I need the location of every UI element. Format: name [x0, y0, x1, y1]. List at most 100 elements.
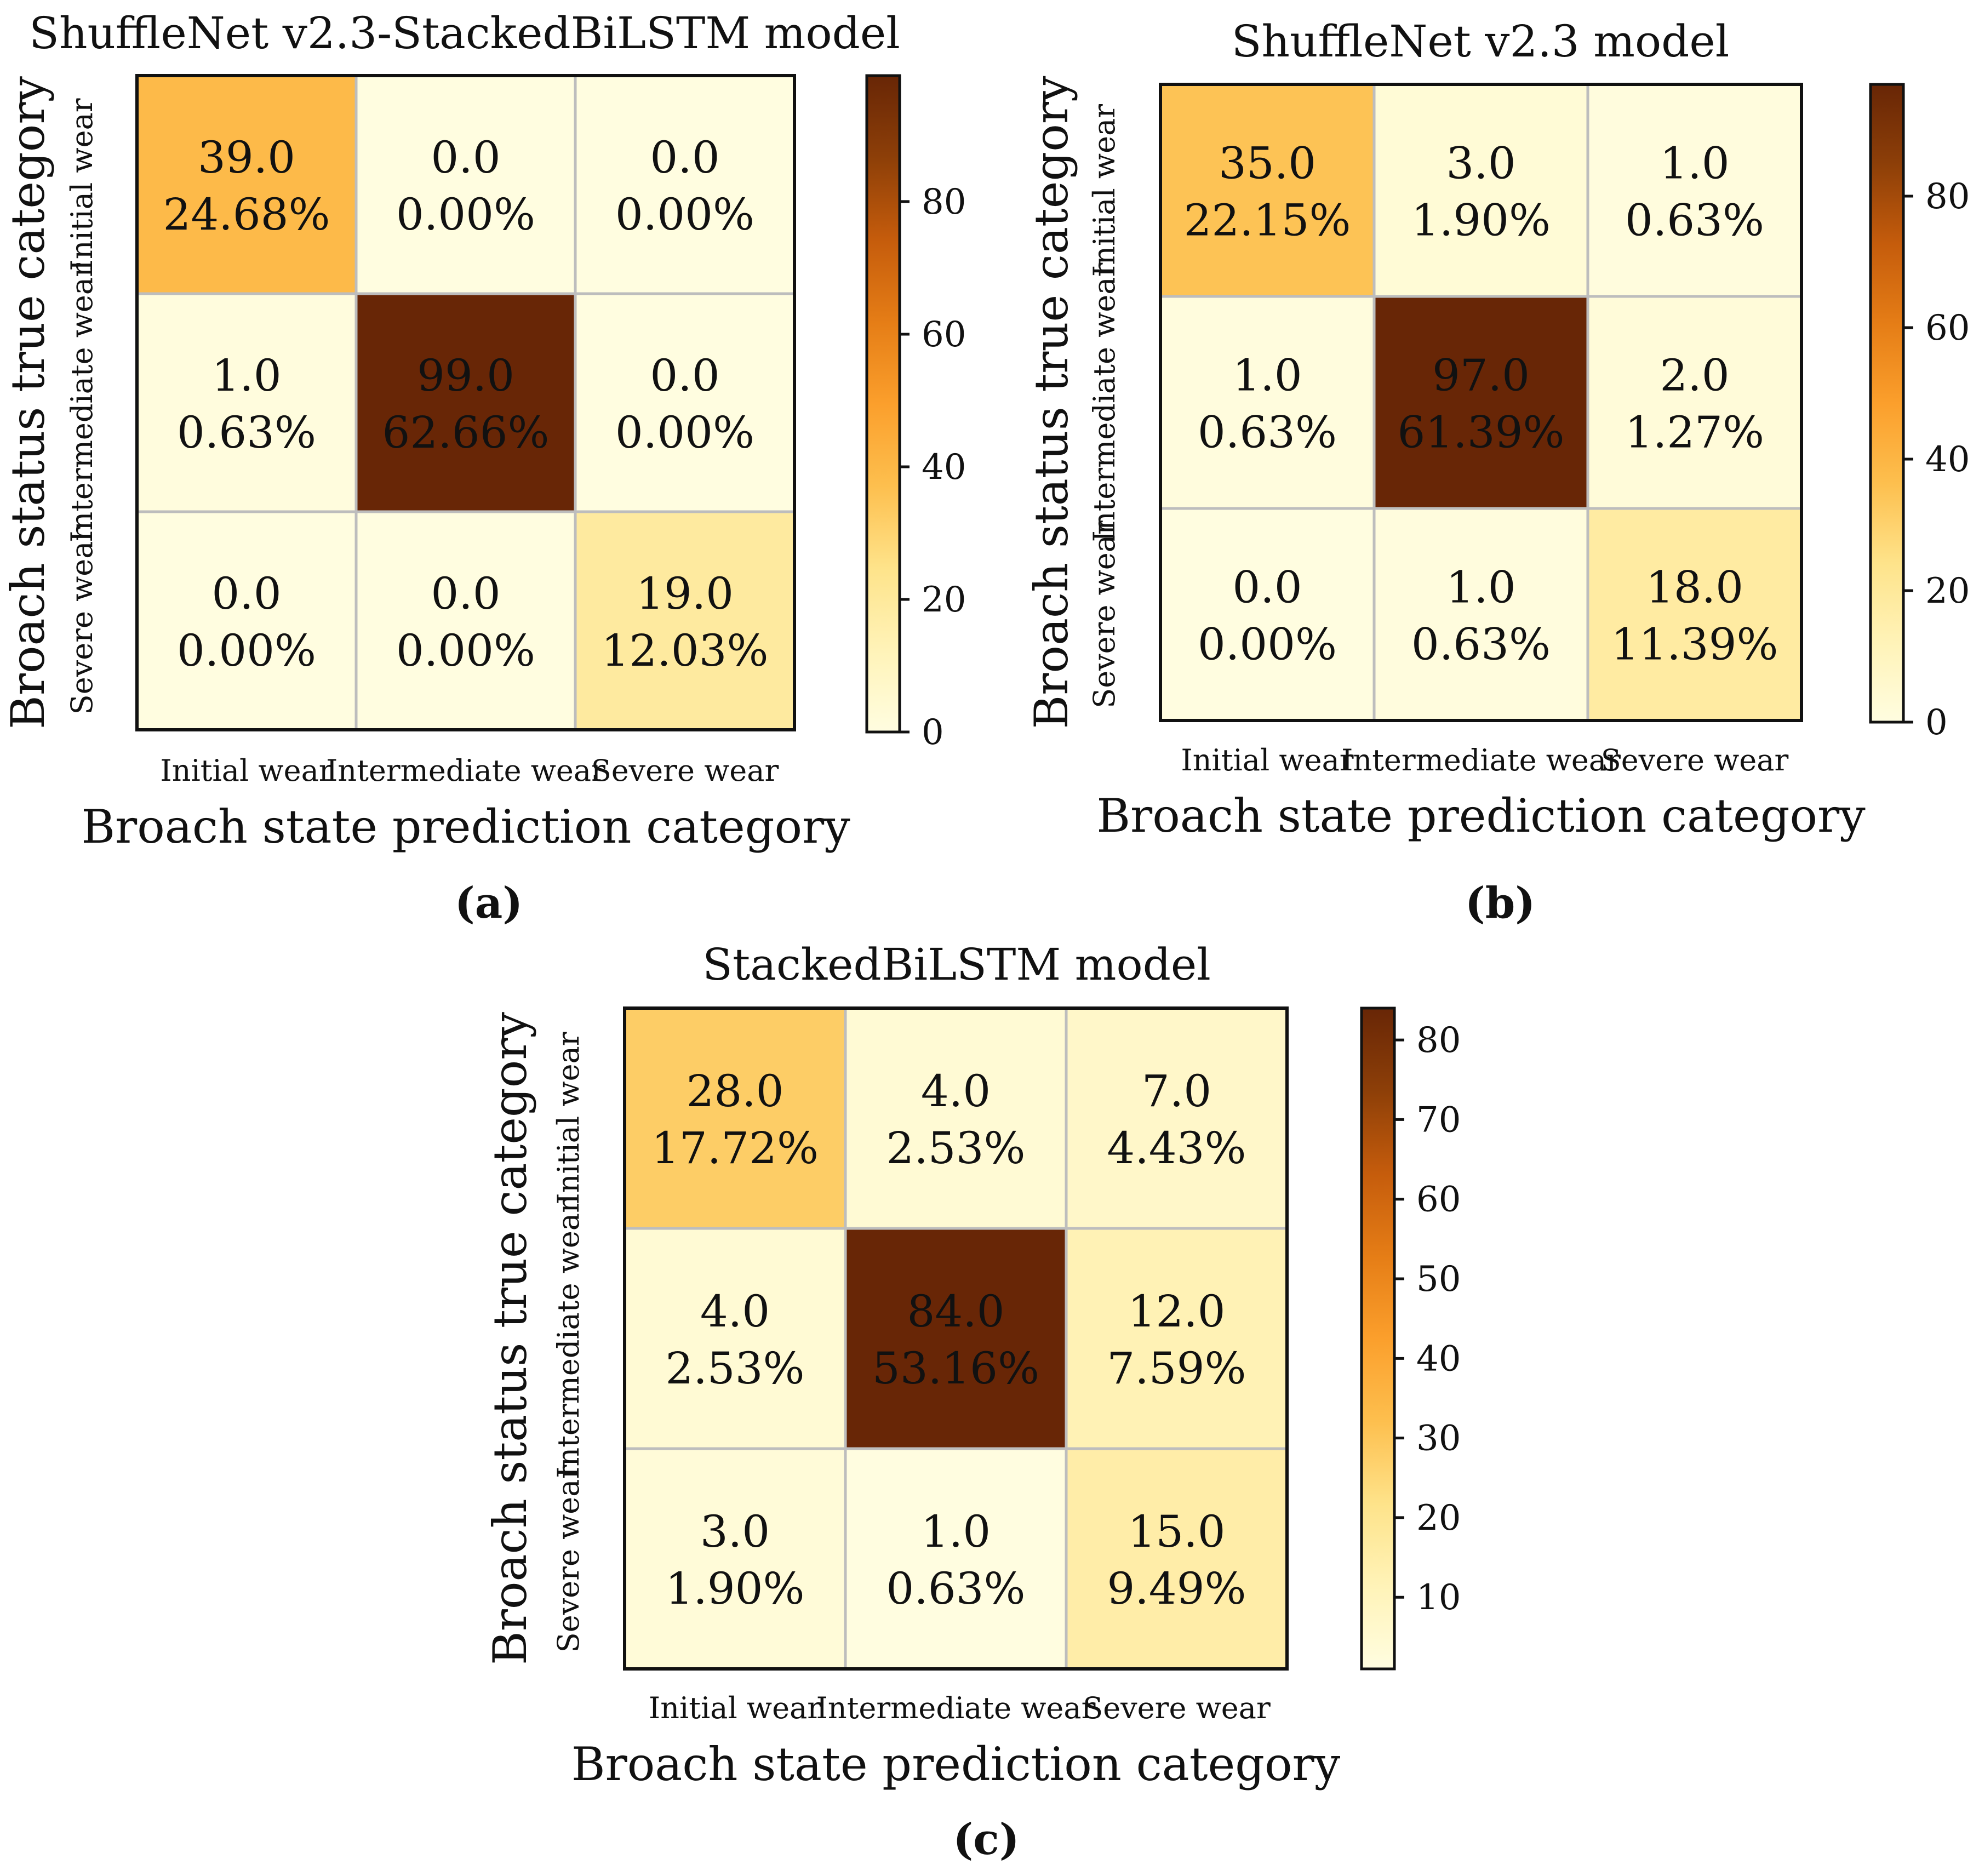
x-tick-label: Initial wear [1181, 743, 1353, 777]
colorbar-tick-label: 40 [922, 447, 966, 488]
matrix-frame [135, 74, 796, 731]
heatmap-cell [1372, 83, 1589, 298]
heatmap-cell [1159, 507, 1376, 722]
heatmap-cell [1159, 295, 1376, 510]
cell-count-label: 97.0 [1432, 350, 1530, 401]
colorbar-tick-label: 10 [1416, 1577, 1461, 1618]
heatmap-cell [1372, 507, 1589, 722]
cell-percent-label: 0.00% [396, 625, 535, 676]
cell-count-label: 4.0 [700, 1286, 770, 1337]
heatmap-cell [1065, 1447, 1289, 1671]
y-tick-label: Intermediate wear [551, 1199, 586, 1478]
x-tick-label: Severe wear [1083, 1691, 1271, 1725]
cell-count-label: 1.0 [921, 1506, 991, 1557]
cell-percent-label: 22.15% [1183, 195, 1351, 246]
cell-count-label: 18.0 [1646, 562, 1743, 613]
heatmap-cell [1065, 1227, 1289, 1450]
heatmap-cell [135, 292, 358, 513]
colorbar-tick-label: 0 [1925, 702, 1948, 743]
cell-percent-label: 11.39% [1611, 619, 1778, 670]
cell-count-label: 1.0 [1660, 138, 1729, 189]
x-tick-label: Intermediate wear [1341, 743, 1621, 777]
cell-percent-label: 1.90% [665, 1563, 804, 1614]
cell-count-label: 0.0 [650, 350, 719, 401]
y-axis-label: Broach status true category [1025, 76, 1078, 729]
cell-count-label: 3.0 [700, 1506, 770, 1557]
chart-title: StackedBiLSTM model [702, 939, 1211, 990]
colorbar-tick-label: 50 [1416, 1259, 1461, 1300]
colorbar [1869, 83, 1905, 724]
colorbar-tick-label: 0 [922, 712, 944, 753]
cell-count-label: 7.0 [1142, 1066, 1211, 1117]
x-tick-label: Intermediate wear [326, 753, 605, 788]
heatmap-cell [354, 74, 577, 295]
heatmap-cell [623, 1006, 847, 1230]
x-axis-label: Broach state prediction category [81, 800, 850, 854]
cell-count-label: 1.0 [1446, 562, 1515, 613]
cell-percent-label: 0.63% [177, 407, 316, 458]
cell-count-label: 35.0 [1219, 138, 1316, 189]
cell-percent-label: 61.39% [1397, 407, 1564, 458]
x-tick-label: Severe wear [1601, 743, 1789, 777]
confusion-matrix-panel-2: ShuffleNet v2.3 model 35.0 22.15% 3.0 1.90% 1… [1025, 16, 1970, 928]
matrix-frame [1159, 83, 1803, 722]
cell-percent-label: 9.49% [1107, 1563, 1246, 1614]
colorbar-tick-label: 70 [1416, 1100, 1461, 1140]
colorbar-tick-label: 80 [922, 182, 966, 222]
colorbar-tick-label: 80 [1416, 1020, 1461, 1061]
heatmap-cell [1586, 295, 1803, 510]
heatmap-cell [1372, 295, 1589, 510]
x-tick-label: Initial wear [649, 1691, 821, 1725]
heatmap-cell [135, 510, 358, 731]
confusion-matrix-panel-3: StackedBiLSTM model 28.0 17.72% 4.0 2.53% 7.0… [483, 939, 1461, 1864]
cell-percent-label: 1.27% [1625, 407, 1764, 458]
y-tick-label: Intermediate wear [1087, 262, 1122, 542]
cell-count-label: 1.0 [1232, 350, 1302, 401]
heatmap-cell [354, 292, 577, 513]
colorbar-tick-label: 60 [1416, 1180, 1461, 1220]
cell-count-label: 4.0 [921, 1066, 991, 1117]
chart-title: ShuffleNet v2.3 model [1232, 16, 1730, 67]
colorbar-tick-label: 60 [922, 314, 966, 355]
heatmap-cell [574, 292, 796, 513]
cell-percent-label: 4.43% [1107, 1123, 1246, 1174]
subfigure-label: (a) [455, 878, 523, 928]
heatmap-cell [844, 1447, 1068, 1671]
y-tick-label: Initial wear [551, 1032, 586, 1204]
x-tick-label: Severe wear [591, 753, 779, 788]
colorbar-tick-label: 20 [922, 580, 966, 620]
heatmap-cell [844, 1006, 1068, 1230]
heatmap-cell [623, 1447, 847, 1671]
heatmap-cell [1159, 83, 1376, 298]
cell-percent-label: 24.68% [163, 189, 330, 240]
cell-percent-label: 2.53% [665, 1343, 804, 1394]
heatmap-cell [844, 1227, 1068, 1450]
cell-count-label: 99.0 [417, 350, 514, 401]
y-tick-label: Intermediate wear [65, 263, 99, 542]
cell-percent-label: 0.63% [1198, 407, 1337, 458]
heatmap-cell [135, 74, 358, 295]
colorbar-tick-label: 60 [1925, 308, 1970, 348]
cell-percent-label: 0.00% [396, 189, 535, 240]
cell-percent-label: 0.00% [177, 625, 316, 676]
x-axis-label: Broach state prediction category [1096, 789, 1866, 843]
colorbar-tick-label: 20 [1925, 571, 1970, 611]
y-axis-label: Broach status true category [1, 76, 55, 729]
cell-percent-label: 17.72% [651, 1123, 819, 1174]
heatmap-cell [574, 510, 796, 731]
cell-count-label: 19.0 [636, 568, 734, 619]
colorbar-tick-label: 40 [1416, 1339, 1461, 1379]
cell-count-label: 3.0 [1446, 138, 1515, 189]
heatmap-cell [623, 1227, 847, 1450]
cell-percent-label: 0.63% [1411, 619, 1551, 670]
cell-percent-label: 0.63% [1625, 195, 1764, 246]
cell-count-label: 0.0 [650, 132, 719, 183]
cell-count-label: 0.0 [211, 568, 281, 619]
y-tick-label: Initial wear [65, 98, 99, 271]
y-tick-label: Initial wear [1087, 104, 1122, 277]
cell-percent-label: 2.53% [886, 1123, 1025, 1174]
matrix-frame [623, 1006, 1289, 1671]
cell-count-label: 0.0 [431, 568, 500, 619]
subfigure-label: (c) [953, 1815, 1019, 1864]
colorbar-tick-label: 40 [1925, 439, 1970, 480]
